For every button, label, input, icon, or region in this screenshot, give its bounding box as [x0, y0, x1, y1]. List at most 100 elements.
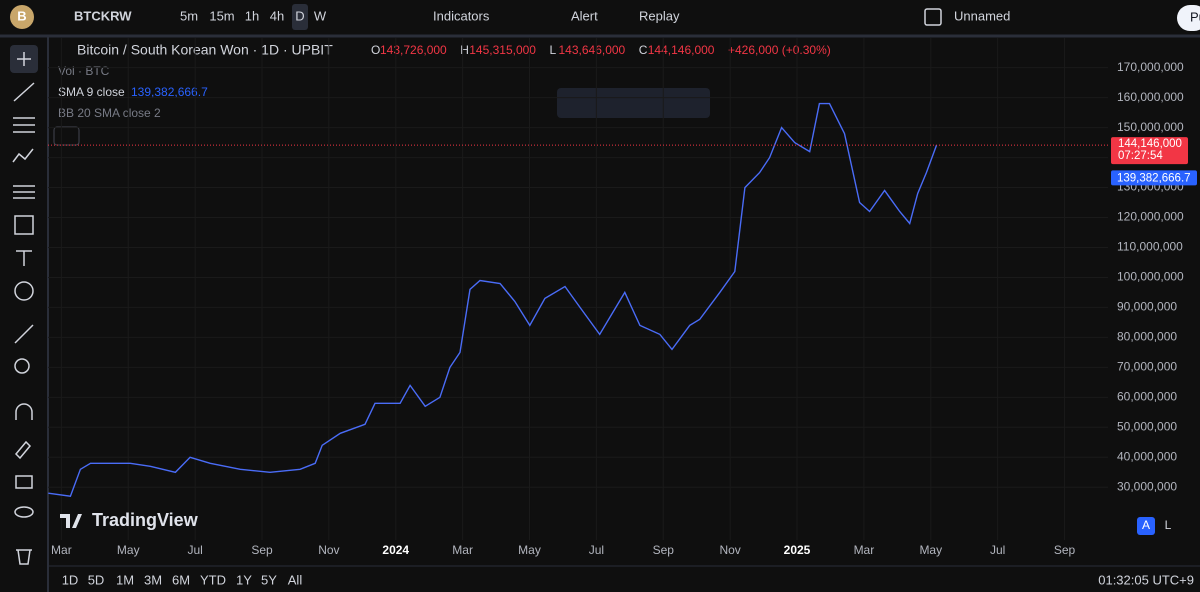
y-tick-label: 100,000,000 [1117, 270, 1184, 284]
last-price-label: 144,146,000 [1118, 138, 1182, 150]
range-button[interactable]: 6M [172, 572, 190, 587]
range-button[interactable]: 1M [116, 572, 134, 587]
layout-checkbox[interactable] [924, 8, 942, 26]
scale-auto[interactable]: A [1142, 518, 1150, 532]
left-tools [10, 45, 38, 565]
interval[interactable]: 4h [270, 8, 284, 23]
magnet-tool[interactable] [15, 403, 33, 420]
range-button[interactable]: 5D [88, 572, 105, 587]
x-tick-label: Mar [854, 543, 875, 557]
cursor-tool[interactable] [17, 52, 31, 66]
sma-price-tag [1111, 170, 1197, 186]
y-tick-label: 90,000,000 [1117, 300, 1177, 314]
range-button[interactable]: 1Y [236, 572, 252, 587]
x-tick-label: May [117, 543, 140, 557]
y-tick-label: 110,000,000 [1117, 240, 1183, 254]
y-tick-label: 150,000,000 [1117, 120, 1184, 134]
price-line [48, 102, 938, 497]
x-tick-label: May [919, 543, 942, 557]
x-tick-label: Sep [251, 543, 273, 557]
range-button[interactable]: All [288, 572, 303, 587]
lock-draw-tool[interactable] [14, 440, 32, 460]
measure-tool[interactable] [14, 324, 34, 344]
shape-tool[interactable] [14, 215, 34, 235]
range-button[interactable]: YTD [200, 572, 226, 587]
x-tick-label: 2025 [784, 543, 811, 557]
sma-price-label: 139,382,666.7 [1117, 172, 1191, 184]
symbol[interactable]: BTCKRW [74, 8, 132, 23]
ohlc-value: 143,726,000 [380, 43, 447, 57]
y-tick-label: 60,000,000 [1117, 390, 1177, 404]
x-tick-label: Sep [1054, 543, 1076, 557]
line-tool[interactable] [13, 82, 35, 102]
x-tick-label: Jul [990, 543, 1005, 557]
ohlc-value: 143,646,000 [559, 43, 626, 57]
ohlc-key: C [639, 43, 648, 57]
y-tick-label: 30,000,000 [1117, 479, 1177, 493]
countdown: 07:27:54 [1118, 150, 1163, 162]
avatar[interactable] [10, 5, 34, 29]
y-tick-label: 120,000,000 [1117, 210, 1184, 224]
y-tick-label: 40,000,000 [1117, 449, 1177, 463]
publish-label[interactable]: Pu [1190, 9, 1200, 24]
x-tick-label: Sep [653, 543, 675, 557]
emoji-tool[interactable] [14, 281, 34, 301]
interval[interactable]: 5m [180, 8, 198, 23]
active-interval [292, 4, 308, 30]
publish-button[interactable] [1177, 5, 1200, 31]
x-tick-label: Jul [187, 543, 202, 557]
drawing-toolbar [557, 88, 710, 118]
x-tick-label: Mar [51, 543, 72, 557]
ohlc-value: 145,315,000 [469, 43, 536, 57]
lock-tool[interactable] [15, 475, 33, 489]
delete-tool[interactable] [16, 549, 32, 565]
scale-log[interactable]: L [1165, 518, 1172, 532]
change: +426,000 (+0.30%) [728, 43, 831, 57]
interval[interactable]: W [314, 8, 327, 23]
ohlc-value: 144,146,000 [648, 43, 715, 57]
auto-scale-button[interactable] [1137, 517, 1155, 535]
x-tick-label: Mar [452, 543, 473, 557]
ohlc-key: L [550, 43, 557, 57]
interval[interactable]: 1h [245, 8, 259, 23]
zoom-tool[interactable] [14, 358, 30, 374]
interval[interactable]: 15m [209, 8, 234, 23]
y-tick-label: 70,000,000 [1117, 360, 1177, 374]
volume-legend: Vol · BTC [58, 64, 110, 78]
range-button[interactable]: 1D [62, 572, 79, 587]
alert-button[interactable]: Alert [571, 8, 598, 23]
ohlc-key: H [460, 43, 469, 57]
sma-legend-value: 139,382,666.7 [131, 85, 208, 99]
x-tick-label: May [518, 543, 541, 557]
x-tick-label: Nov [719, 543, 740, 557]
range-button[interactable]: 3M [144, 572, 162, 587]
y-tick-label: 160,000,000 [1117, 90, 1184, 104]
indicators-button[interactable]: Indicators [433, 8, 490, 23]
watermark: TradingView [92, 510, 199, 530]
range-button[interactable]: 5Y [261, 572, 277, 587]
replay-button[interactable]: Replay [639, 8, 680, 23]
x-tick-label: 2024 [382, 543, 409, 557]
ohlc-key: O [371, 43, 380, 57]
avatar-letter: B [17, 8, 26, 23]
y-tick-label: 170,000,000 [1117, 60, 1184, 74]
projection-tool[interactable] [13, 185, 35, 199]
watermark-logo [60, 514, 82, 528]
last-price-tag [1111, 137, 1188, 165]
visibility-tool[interactable] [14, 506, 34, 518]
clock: 01:32:05 UTC+9 [1098, 572, 1194, 587]
interval[interactable]: D [295, 8, 304, 23]
layout-name[interactable]: Unnamed [954, 8, 1010, 23]
sma-legend: SMA 9 close [58, 85, 125, 99]
y-tick-label: 80,000,000 [1117, 330, 1177, 344]
fib-tool[interactable] [13, 117, 35, 133]
pattern-tool[interactable] [12, 148, 34, 163]
bb-legend: BB 20 SMA close 2 [58, 106, 161, 120]
text-tool[interactable] [16, 250, 32, 266]
y-tick-label: 50,000,000 [1117, 419, 1177, 433]
chart-title: Bitcoin / South Korean Won · 1D · UPBIT [77, 42, 333, 58]
x-tick-label: Jul [589, 543, 604, 557]
x-tick-label: Nov [318, 543, 339, 557]
